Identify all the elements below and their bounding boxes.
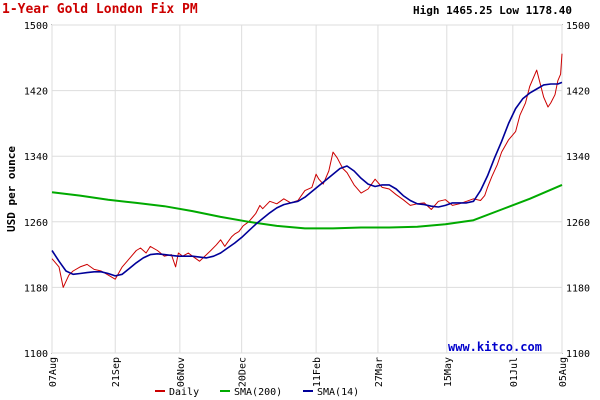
y-tick-label-left: 1420 bbox=[24, 87, 48, 98]
legend-label: Daily bbox=[169, 387, 199, 398]
x-tick-label: 27Mar bbox=[374, 357, 385, 387]
watermark-url[interactable]: www.kitco.com bbox=[448, 340, 542, 354]
y-tick-label-left: 1500 bbox=[24, 21, 48, 32]
x-tick-label: 07Aug bbox=[48, 357, 59, 387]
x-tick-label: 20Dec bbox=[238, 357, 249, 387]
legend-label: SMA(14) bbox=[317, 387, 359, 398]
y-axis-label: USD per ounce bbox=[5, 146, 18, 232]
y-tick-label-right: 1180 bbox=[566, 283, 590, 294]
y-tick-label-left: 1180 bbox=[24, 283, 48, 294]
series-line-daily bbox=[51, 53, 563, 288]
y-tick-label-right: 1500 bbox=[566, 21, 590, 32]
chart-title: 1-Year Gold London Fix PM bbox=[2, 2, 198, 17]
y-tick-label-left: 1340 bbox=[24, 152, 48, 163]
plot-frame bbox=[51, 24, 563, 354]
x-tick-label: 11Feb bbox=[312, 357, 323, 387]
y-tick-label-right: 1100 bbox=[566, 349, 590, 360]
y-tick-label-left: 1100 bbox=[24, 349, 48, 360]
legend-label: SMA(200) bbox=[234, 387, 282, 398]
x-tick-label: 21Sep bbox=[111, 357, 122, 387]
y-tick-label-left: 1260 bbox=[24, 218, 48, 229]
x-tick-label: 06Nov bbox=[176, 357, 187, 387]
x-tick-label: 15May bbox=[443, 357, 454, 387]
y-tick-label-right: 1420 bbox=[566, 87, 590, 98]
series-line-sma-200 bbox=[51, 183, 563, 230]
x-tick-label: 01Jul bbox=[509, 357, 520, 387]
y-tick-label-right: 1260 bbox=[566, 218, 590, 229]
x-tick-label: 05Aug bbox=[558, 357, 569, 387]
high-low-readout: High 1465.25 Low 1178.40 bbox=[413, 4, 572, 17]
y-tick-label-right: 1340 bbox=[566, 152, 590, 163]
series-line-sma-14 bbox=[51, 81, 563, 277]
